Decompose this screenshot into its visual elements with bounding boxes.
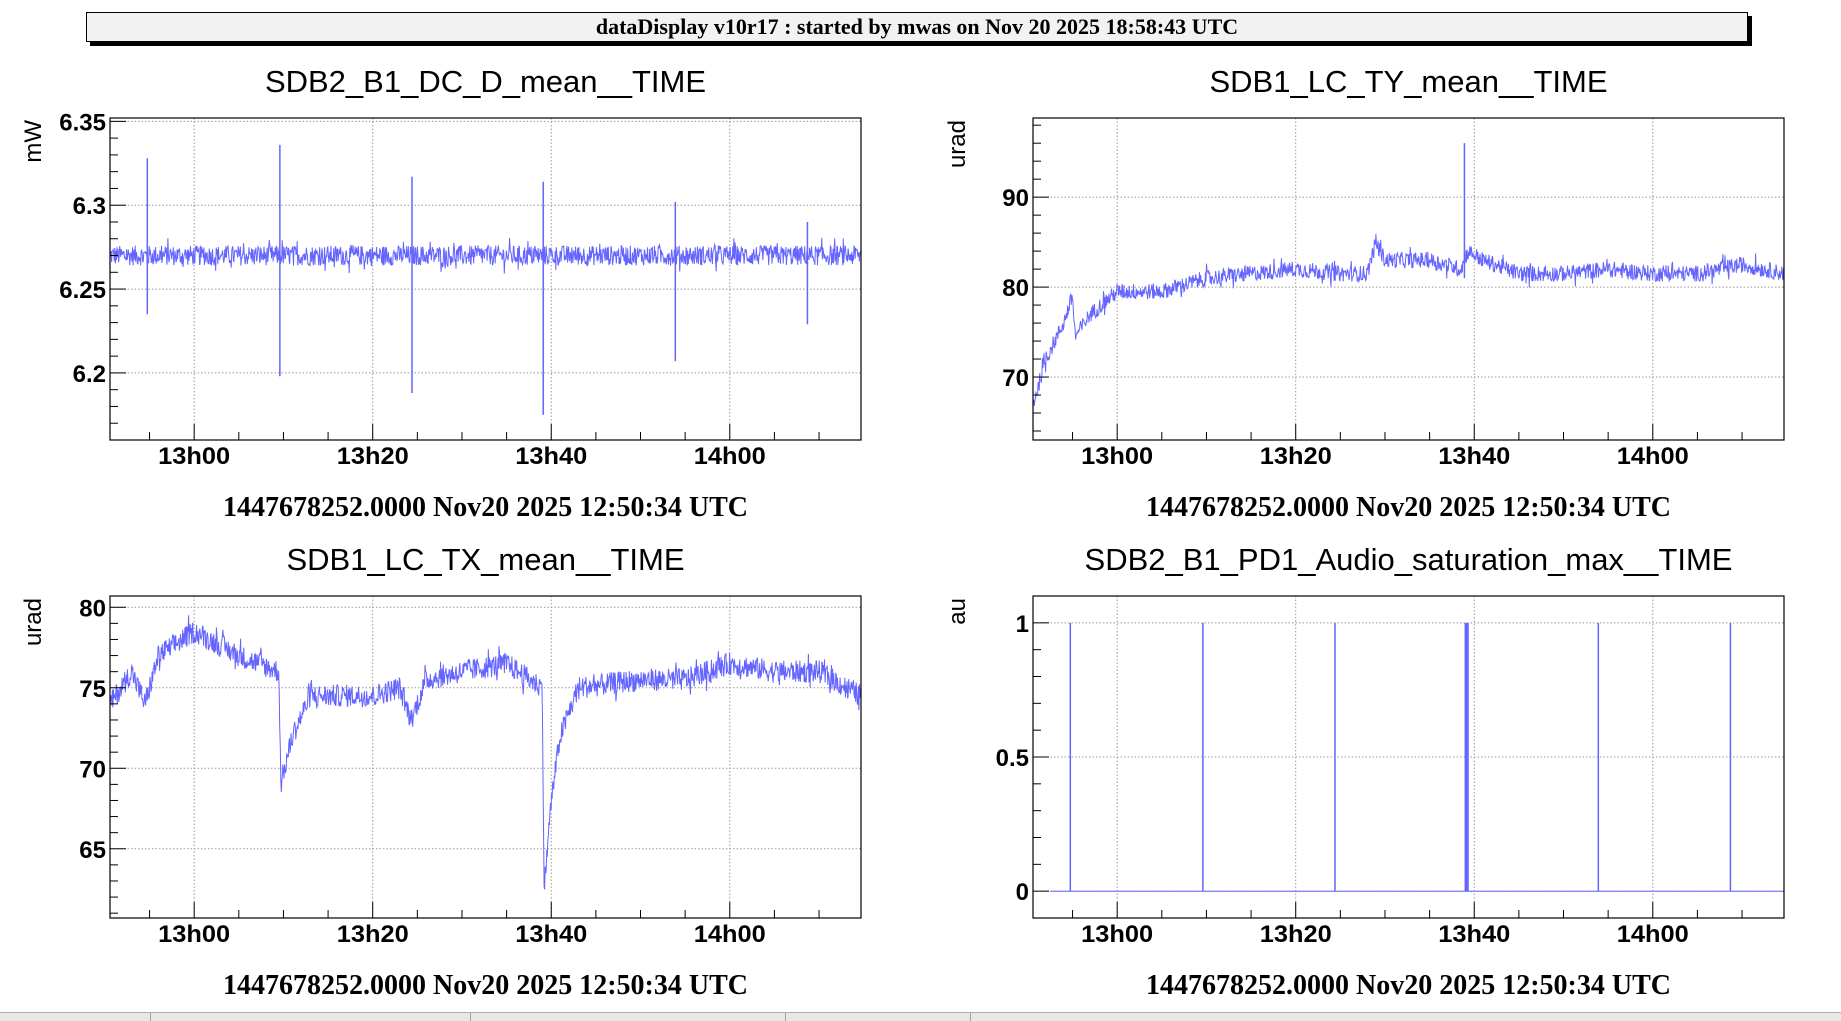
header-banner: dataDisplay v10r17 : started by mwas on … (86, 12, 1748, 42)
y-axis-label: au (944, 598, 971, 625)
plot-frame (1032, 117, 1785, 441)
y-tick-label: 0 (1016, 879, 1029, 906)
plot-frame (109, 595, 862, 919)
y-tick-label: 70 (79, 756, 106, 783)
x-axis-timestamp: 1447678252.0000 Nov20 2025 12:50:34 UTC (1146, 492, 1671, 523)
plot-frame (109, 117, 862, 441)
status-segment (970, 1013, 971, 1021)
x-tick-label: 13h20 (1260, 921, 1332, 948)
x-tick-label: 13h00 (1081, 921, 1153, 948)
x-tick-label: 14h00 (694, 921, 766, 948)
status-segment (785, 1013, 786, 1021)
y-tick-label: 80 (1002, 275, 1029, 302)
chart-panel-1: SDB2_B1_DC_D_mean__TIME mW 1447678252.0000… (20, 64, 862, 523)
chart-title: SDB1_LC_TX_mean__TIME (286, 542, 684, 577)
y-tick-label: 75 (79, 676, 106, 703)
x-tick-label: 13h40 (515, 443, 587, 470)
x-tick-label: 13h20 (1260, 443, 1332, 470)
x-axis-timestamp: 1447678252.0000 Nov20 2025 12:50:34 UTC (1146, 970, 1671, 1001)
y-tick-label: 70 (1002, 365, 1029, 392)
data-series-line (109, 237, 862, 274)
y-tick-label: 80 (79, 595, 106, 622)
chart-title: SDB2_B1_DC_D_mean__TIME (265, 64, 706, 99)
y-axis-label: urad (20, 598, 47, 646)
x-tick-label: 13h00 (1081, 443, 1153, 470)
y-tick-label: 65 (79, 837, 106, 864)
x-tick-label: 13h20 (337, 921, 409, 948)
data-series-line (109, 615, 862, 890)
x-tick-label: 13h40 (1438, 443, 1510, 470)
y-tick-label: 6.25 (59, 277, 106, 304)
y-tick-label: 1 (1016, 611, 1029, 638)
status-segment (150, 1013, 151, 1021)
status-bar (0, 1012, 1841, 1021)
x-axis-timestamp: 1447678252.0000 Nov20 2025 12:50:34 UTC (223, 970, 748, 1001)
x-tick-label: 13h40 (1438, 921, 1510, 948)
y-tick-label: 0.5 (996, 745, 1029, 772)
x-axis-timestamp: 1447678252.0000 Nov20 2025 12:50:34 UTC (223, 492, 748, 523)
data-series-line (1032, 233, 1785, 406)
x-tick-label: 14h00 (694, 443, 766, 470)
y-tick-label: 90 (1002, 185, 1029, 212)
y-tick-label: 6.3 (73, 193, 106, 220)
x-tick-label: 13h00 (158, 443, 230, 470)
x-tick-label: 14h00 (1617, 921, 1689, 948)
y-axis-label: urad (944, 120, 971, 168)
y-axis-label: mW (20, 120, 47, 163)
x-tick-label: 14h00 (1617, 443, 1689, 470)
chart-title: SDB2_B1_PD1_Audio_saturation_max__TIME (1085, 542, 1733, 577)
chart-panel-4: SDB2_B1_PD1_Audio_saturation_max__TIMEau… (944, 542, 1785, 1001)
y-tick-label: 6.2 (73, 361, 106, 388)
chart-title: SDB1_LC_TY_mean__TIME (1209, 64, 1607, 99)
y-tick-label: 6.35 (59, 109, 106, 136)
x-tick-label: 13h40 (515, 921, 587, 948)
x-tick-label: 13h20 (337, 443, 409, 470)
status-segment (470, 1013, 471, 1021)
x-tick-label: 13h00 (158, 921, 230, 948)
